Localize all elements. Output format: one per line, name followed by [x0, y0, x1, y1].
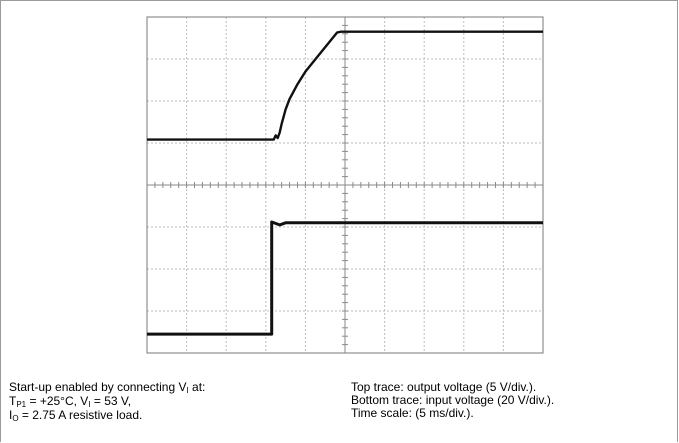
caption-line-startup: Start-up enabled by connecting VI at: — [9, 380, 206, 396]
caption-top-trace: Top trace: output voltage (5 V/div.). — [351, 380, 537, 394]
trace-output-voltage — [147, 30, 543, 141]
caption-test-conditions: Start-up enabled by connecting VI at: TP… — [9, 380, 206, 424]
caption-line-load: IO = 2.75 A resistive load. — [9, 408, 143, 424]
caption-line-temperature: TP1 = +25°C, VI = 53 V, — [9, 394, 132, 410]
caption-bottom-trace: Bottom trace: input voltage (20 V/div.). — [351, 393, 555, 407]
trace-input-voltage — [147, 220, 543, 336]
caption-time-scale: Time scale: (5 ms/div.). — [351, 406, 474, 420]
oscilloscope-plot — [146, 16, 544, 354]
graticule-border — [146, 16, 544, 354]
caption-trace-legend: Top trace: output voltage (5 V/div.). Bo… — [351, 381, 554, 420]
